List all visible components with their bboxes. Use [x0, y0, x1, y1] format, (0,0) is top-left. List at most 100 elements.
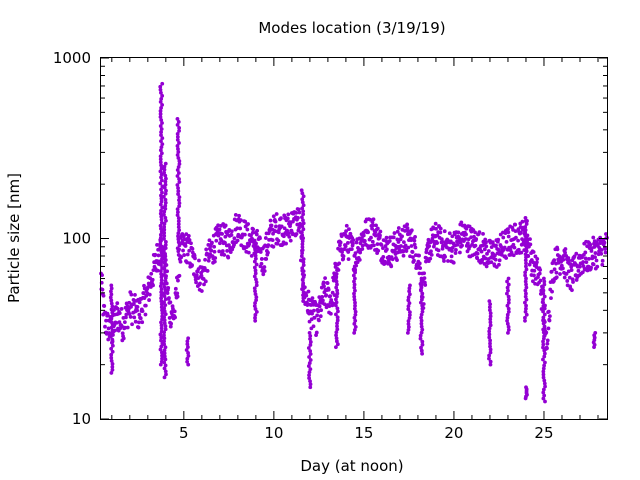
data-point	[566, 256, 571, 260]
data-point	[177, 177, 181, 181]
data-point	[603, 250, 608, 255]
data-point	[396, 226, 401, 230]
data-point	[252, 274, 257, 279]
data-point	[525, 219, 529, 223]
data-point	[334, 339, 339, 344]
data-point	[310, 296, 315, 301]
data-point	[301, 212, 306, 217]
data-point	[294, 232, 299, 236]
data-point	[595, 264, 600, 269]
data-point	[130, 322, 134, 327]
data-point	[110, 349, 115, 354]
data-point	[209, 248, 214, 253]
data-point	[542, 363, 547, 368]
data-point	[255, 228, 260, 233]
data-point	[505, 321, 510, 326]
data-point	[450, 249, 454, 253]
data-point	[271, 231, 275, 236]
data-point	[100, 287, 105, 292]
data-point	[428, 256, 433, 261]
data-point	[558, 272, 562, 276]
data-point	[420, 309, 425, 314]
data-point	[110, 368, 115, 372]
data-point	[162, 255, 167, 259]
data-point	[524, 246, 529, 251]
data-point	[109, 301, 114, 306]
data-point	[204, 247, 209, 252]
data-point	[583, 250, 588, 255]
data-point	[110, 364, 115, 369]
data-point	[110, 331, 115, 336]
data-point	[136, 325, 141, 330]
data-point	[459, 220, 464, 225]
y-axis-label: Particle size [nm]	[5, 173, 23, 303]
data-point	[163, 206, 168, 211]
data-point	[158, 284, 163, 289]
data-point	[207, 238, 212, 243]
data-point	[159, 166, 164, 171]
data-point	[524, 264, 528, 269]
data-point	[523, 270, 528, 275]
data-point	[212, 244, 217, 249]
data-point	[137, 320, 141, 325]
data-point	[587, 256, 591, 261]
data-point	[448, 239, 453, 244]
data-point	[307, 376, 312, 381]
data-point	[335, 327, 340, 332]
data-point	[524, 261, 528, 266]
data-point	[147, 298, 151, 302]
data-point	[341, 254, 346, 259]
data-point	[523, 216, 528, 220]
data-point	[158, 235, 163, 240]
data-point	[307, 373, 311, 378]
data-point	[351, 238, 356, 243]
data-point	[561, 266, 565, 271]
data-point	[567, 275, 572, 280]
data-point	[217, 249, 222, 254]
data-point	[378, 229, 383, 234]
data-point	[110, 328, 115, 333]
data-point	[420, 327, 425, 332]
data-point	[163, 173, 168, 178]
data-point	[493, 257, 498, 262]
data-point	[163, 203, 168, 208]
data-point	[159, 293, 164, 298]
data-point	[524, 291, 528, 296]
data-point	[163, 182, 168, 187]
data-point	[187, 238, 192, 242]
data-point	[253, 301, 257, 305]
data-point	[306, 346, 311, 350]
data-point	[263, 236, 268, 240]
data-point	[374, 223, 378, 228]
data-point	[401, 240, 406, 245]
data-point	[162, 360, 167, 365]
data-point	[604, 232, 608, 236]
data-point	[318, 314, 323, 319]
data-point	[103, 324, 107, 329]
data-point	[177, 204, 182, 209]
data-point	[251, 227, 256, 232]
data-point	[162, 224, 167, 229]
data-point	[561, 257, 566, 262]
data-point	[537, 271, 542, 276]
data-point	[541, 315, 546, 320]
data-point	[151, 283, 155, 288]
data-point	[158, 347, 163, 352]
data-point	[301, 275, 306, 280]
data-point	[335, 321, 339, 326]
data-point	[252, 265, 257, 270]
data-point	[100, 273, 104, 278]
data-point	[542, 330, 547, 335]
data-point	[177, 195, 182, 199]
x-tick-label: 15	[354, 424, 373, 442]
data-point	[406, 328, 411, 332]
y-tick-label: 100	[62, 230, 91, 248]
data-point	[162, 236, 166, 241]
data-point	[541, 288, 546, 293]
data-point	[175, 135, 180, 139]
data-point	[158, 109, 163, 113]
data-point	[549, 269, 554, 274]
data-point	[175, 144, 180, 148]
data-point	[159, 296, 164, 301]
data-point	[149, 271, 154, 276]
